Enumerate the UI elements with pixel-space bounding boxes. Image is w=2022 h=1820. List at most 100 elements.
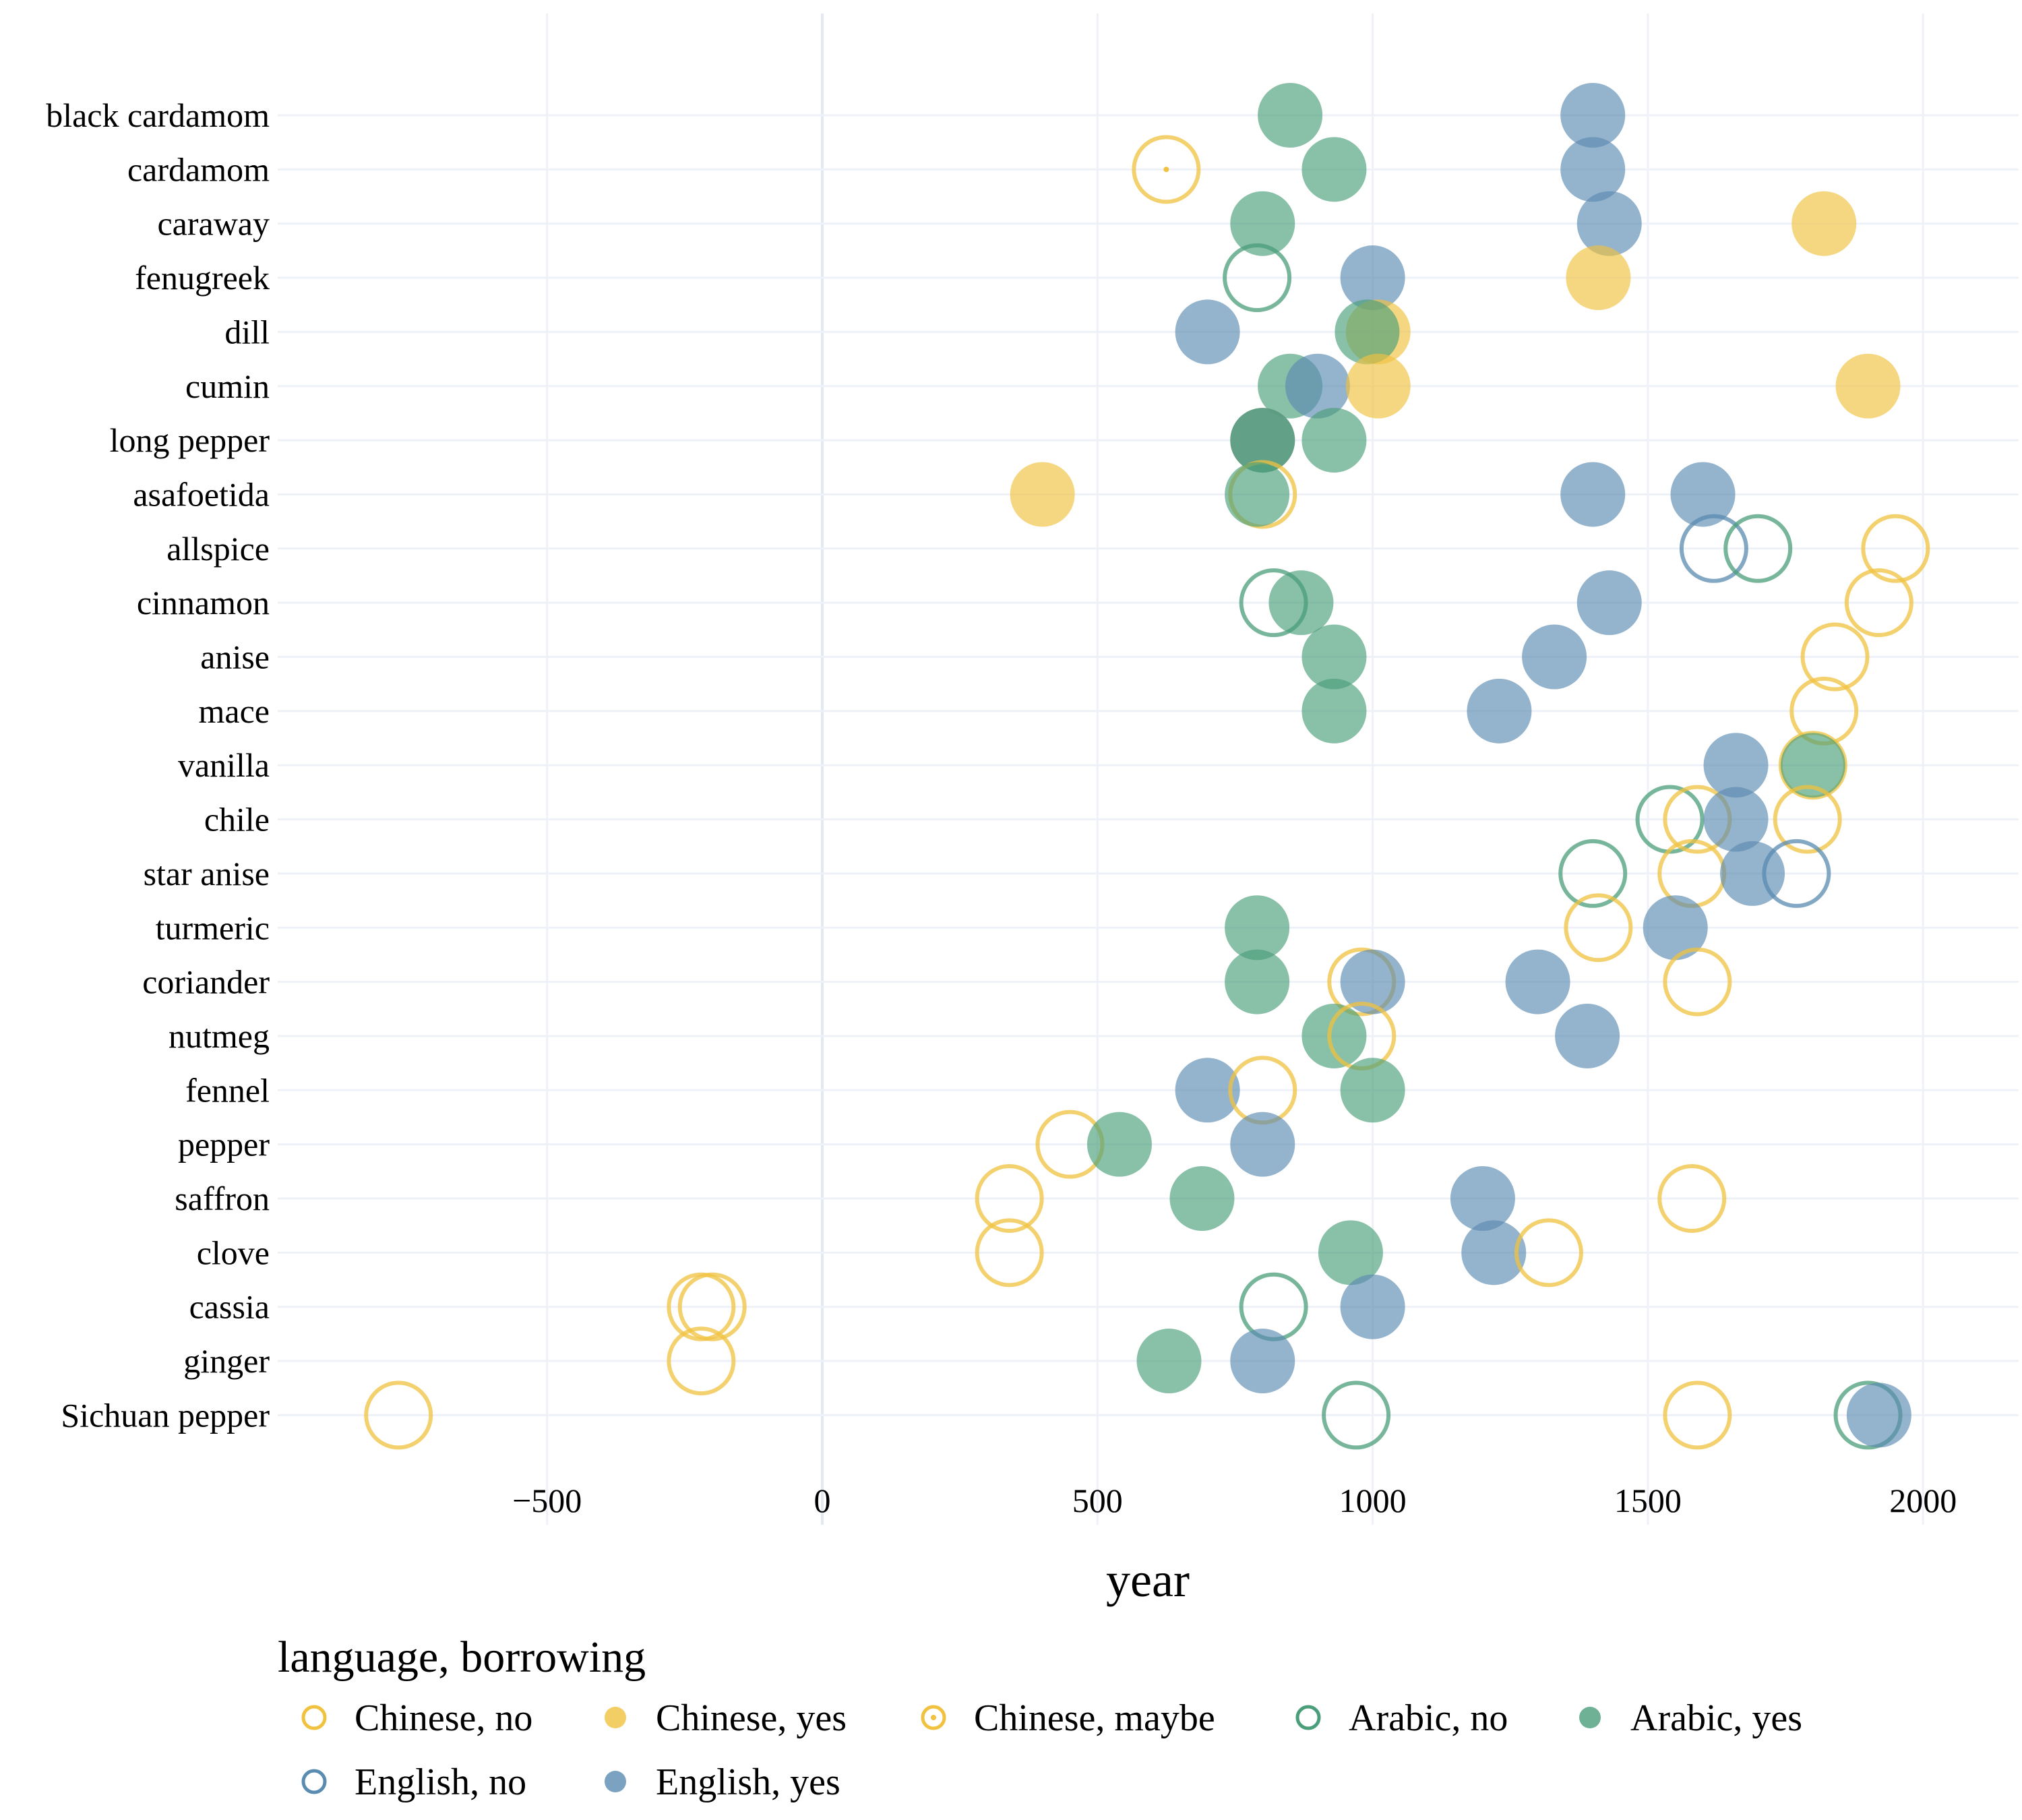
point-chinese-no bbox=[1657, 1164, 1727, 1233]
legend-label: Chinese, maybe bbox=[974, 1697, 1215, 1739]
legend-label: English, no bbox=[355, 1761, 526, 1803]
legend-entry-english-yes: English, yes bbox=[605, 1761, 840, 1803]
legend-entries: Chinese, no Chinese, yes Chinese, maybe Ara… bbox=[301, 1697, 1802, 1803]
point-chinese-maybe-center bbox=[1163, 166, 1169, 173]
point-arabic-no bbox=[1558, 839, 1628, 908]
y-tick-label: dill bbox=[224, 313, 270, 351]
y-tick-label: star anise bbox=[144, 855, 270, 892]
point-arabic-yes bbox=[1301, 137, 1367, 202]
point-arabic-yes bbox=[1301, 678, 1367, 744]
point-chinese-yes bbox=[1791, 191, 1857, 256]
legend-key bbox=[1295, 1705, 1321, 1730]
point-english-yes bbox=[1230, 1112, 1295, 1177]
point-english-yes bbox=[1560, 137, 1626, 202]
y-tick-label: long pepper bbox=[110, 421, 270, 459]
y-tick-label: cinnamon bbox=[137, 584, 270, 621]
point-arabic-yes bbox=[1301, 624, 1367, 690]
point-chinese-no bbox=[1514, 1218, 1583, 1287]
point-chinese-no bbox=[677, 1272, 747, 1341]
legend-label: Arabic, yes bbox=[1630, 1697, 1802, 1739]
point-english-yes bbox=[1670, 462, 1736, 527]
point-english-yes bbox=[1643, 895, 1708, 961]
y-tick-label: ginger bbox=[183, 1342, 270, 1380]
y-axis-tick-labels: black cardamom cardamom caraway fenugreek di… bbox=[46, 96, 270, 1434]
point-english-yes bbox=[1576, 570, 1642, 636]
point-chinese-maybe bbox=[1132, 135, 1201, 204]
x-axis-tick-labels: −500 0 500 1000 1500 2000 bbox=[512, 1482, 1957, 1519]
x-tick-label: 1500 bbox=[1614, 1482, 1682, 1519]
legend-key bbox=[301, 1769, 327, 1794]
y-tick-label: asafoetida bbox=[133, 475, 270, 513]
legend-key bbox=[605, 1707, 626, 1728]
point-chinese-no bbox=[1861, 514, 1930, 583]
x-tick-label: 1000 bbox=[1339, 1482, 1407, 1519]
point-arabic-yes bbox=[1335, 299, 1400, 365]
point-arabic-yes bbox=[1301, 408, 1367, 473]
point-arabic-yes bbox=[1301, 1003, 1367, 1068]
y-tick-label: cassia bbox=[189, 1288, 270, 1326]
point-arabic-yes bbox=[1086, 1112, 1152, 1177]
point-english-yes bbox=[1505, 949, 1570, 1014]
point-english-yes bbox=[1846, 1383, 1911, 1448]
point-chinese-yes bbox=[1345, 353, 1411, 419]
legend-entry-chinese-no: Chinese, no bbox=[301, 1697, 532, 1739]
point-chinese-no bbox=[1663, 1381, 1732, 1450]
legend-label: English, yes bbox=[656, 1761, 840, 1803]
point-english-yes bbox=[1467, 678, 1532, 744]
legend-key-center bbox=[931, 1715, 936, 1720]
data-points bbox=[364, 83, 1930, 1450]
x-tick-label: 0 bbox=[814, 1482, 831, 1519]
point-english-yes bbox=[1703, 787, 1769, 852]
y-tick-label: cumin bbox=[185, 367, 270, 405]
point-english-yes bbox=[1461, 1220, 1527, 1285]
y-tick-label: clove bbox=[197, 1234, 270, 1271]
y-tick-label: saffron bbox=[175, 1180, 270, 1217]
point-arabic-yes bbox=[1268, 570, 1334, 636]
y-tick-label: turmeric bbox=[156, 909, 270, 946]
point-english-yes bbox=[1555, 1003, 1620, 1068]
point-chinese-no bbox=[1800, 622, 1870, 692]
point-english-yes bbox=[1450, 1166, 1515, 1231]
y-tick-label: vanilla bbox=[178, 746, 270, 784]
legend-label: Chinese, yes bbox=[656, 1697, 847, 1739]
legend-label: Arabic, no bbox=[1349, 1697, 1508, 1739]
point-english-yes bbox=[1560, 83, 1626, 148]
legend-entry-english-no: English, no bbox=[301, 1761, 526, 1803]
point-english-yes bbox=[1230, 1329, 1295, 1394]
legend: language, borrowing Chinese, no Chinese, … bbox=[278, 1633, 1802, 1803]
point-arabic-yes bbox=[1225, 949, 1290, 1014]
point-arabic-yes bbox=[1169, 1166, 1235, 1231]
y-tick-label: caraway bbox=[157, 205, 270, 243]
y-tick-label: chile bbox=[204, 801, 270, 839]
legend-entry-arabic-no: Arabic, no bbox=[1295, 1697, 1508, 1739]
point-chinese-no bbox=[1564, 893, 1633, 963]
point-english-no bbox=[1762, 839, 1831, 908]
legend-title: language, borrowing bbox=[278, 1633, 646, 1682]
point-arabic-no bbox=[1723, 514, 1793, 583]
y-tick-label: anise bbox=[200, 638, 270, 676]
point-chinese-no bbox=[975, 1218, 1044, 1287]
x-tick-label: 500 bbox=[1072, 1482, 1123, 1519]
point-arabic-yes bbox=[1340, 1058, 1405, 1123]
point-chinese-yes bbox=[1835, 353, 1901, 419]
legend-key bbox=[301, 1705, 327, 1730]
point-chinese-no bbox=[975, 1164, 1044, 1233]
y-tick-label: black cardamom bbox=[46, 96, 270, 134]
point-english-yes bbox=[1522, 624, 1587, 690]
point-english-yes bbox=[1285, 353, 1350, 419]
x-axis-label: year bbox=[1106, 1553, 1190, 1607]
point-arabic-yes bbox=[1225, 895, 1290, 961]
point-arabic-yes bbox=[1136, 1329, 1202, 1394]
x-tick-label: 2000 bbox=[1889, 1482, 1957, 1519]
legend-key bbox=[1579, 1707, 1601, 1728]
point-arabic-yes bbox=[1230, 408, 1295, 473]
point-english-yes bbox=[1340, 949, 1405, 1014]
y-tick-label: cardamom bbox=[127, 150, 270, 188]
y-tick-label: fenugreek bbox=[135, 259, 270, 297]
legend-entry-chinese-yes: Chinese, yes bbox=[605, 1697, 847, 1739]
y-tick-label: Sichuan pepper bbox=[61, 1396, 270, 1434]
legend-key bbox=[921, 1705, 946, 1730]
point-chinese-no bbox=[1773, 785, 1842, 854]
x-tick-label: −500 bbox=[512, 1482, 582, 1519]
